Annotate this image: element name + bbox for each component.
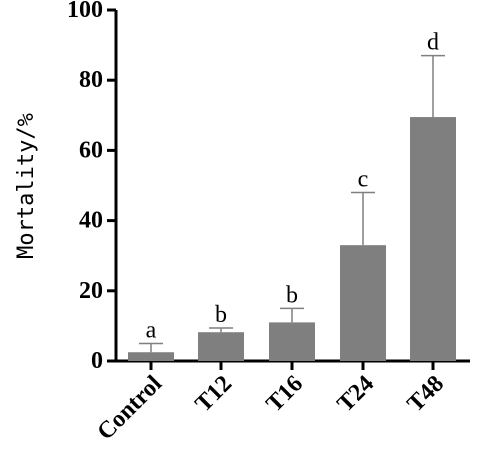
significance-letters: a b b c d [146,30,439,344]
y-tick-label: 60 [79,137,103,163]
significance-letter: c [358,167,369,193]
significance-letter: b [215,302,227,328]
y-tick-label: 20 [79,278,103,304]
error-bars [139,54,445,353]
bar [340,245,386,361]
y-ticks: 0 20 40 60 80 100 [67,0,116,374]
bar [198,332,244,361]
bar [128,352,174,361]
y-axis-label: Mortality/% [14,113,39,259]
y-tick-label: 0 [91,348,103,374]
significance-letter: a [146,317,157,343]
y-tick-label: 100 [67,0,103,23]
x-tick-label: Control [92,371,167,446]
bar [410,117,456,362]
x-tick-label: T16 [261,371,308,418]
x-ticks: Control T12 T16 T24 T48 [92,361,449,445]
x-tick-label: T48 [402,371,449,418]
y-tick-label: 40 [79,208,103,234]
significance-letter: b [286,282,298,308]
y-tick-label: 80 [79,67,103,93]
bar [269,322,315,361]
bars [128,117,456,362]
x-tick-label: T12 [190,371,237,418]
x-tick-label: T24 [332,371,379,418]
significance-letter: d [427,30,439,56]
